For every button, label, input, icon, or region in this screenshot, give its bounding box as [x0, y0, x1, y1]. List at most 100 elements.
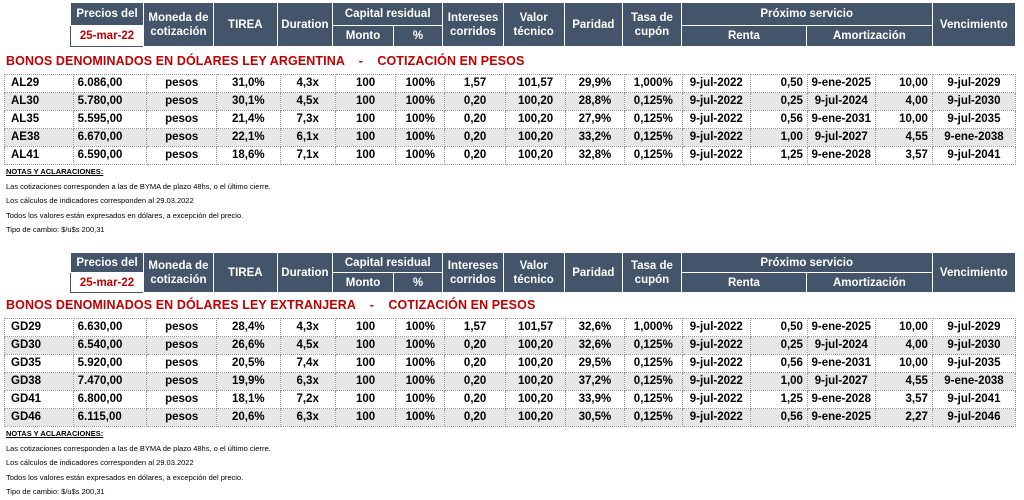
cell-amort-monto: 10,00	[875, 354, 933, 373]
cell-paridad: 29,5%	[565, 354, 625, 373]
cell-vencimiento: 9-jul-2035	[932, 354, 1017, 373]
cell-pct: 100%	[395, 110, 446, 129]
cell-tirea: 18,6%	[216, 146, 281, 165]
cell-renta-fecha: 9-jul-2022	[682, 110, 751, 129]
cell-renta-fecha: 9-jul-2022	[682, 128, 751, 147]
cell-paridad: 32,8%	[565, 146, 625, 165]
cell-precio: 5.595,00	[73, 110, 148, 129]
cell-amort-monto: 4,00	[875, 92, 933, 111]
cell-tirea: 20,6%	[216, 408, 281, 427]
cell-monto: 100	[335, 110, 397, 129]
cell-moneda: pesos	[146, 92, 218, 111]
cell-duration: 6,3x	[280, 408, 336, 427]
cell-duration: 7,3x	[280, 110, 336, 129]
cell-monto: 100	[335, 354, 397, 373]
cell-ticker: GD30	[4, 336, 74, 355]
cell-monto: 100	[335, 336, 397, 355]
cell-pct: 100%	[395, 92, 446, 111]
header-amortizacion: Amortización	[806, 272, 933, 293]
cell-amort-monto: 4,55	[875, 128, 933, 147]
header-monto: Monto	[332, 272, 394, 293]
cell-vencimiento: 9-jul-2046	[932, 408, 1017, 427]
header-vencimiento: Vencimiento	[931, 252, 1017, 293]
cell-monto: 100	[335, 372, 397, 391]
table-row: GD41 6.800,00 pesos 18,1% 7,2x 100 100% 0,20 100…	[4, 390, 1017, 409]
cell-vencimiento: 9-jul-2041	[932, 146, 1017, 165]
cell-intereses: 0,20	[444, 408, 506, 427]
cell-duration: 6,1x	[280, 128, 336, 147]
cell-moneda: pesos	[146, 146, 218, 165]
header-moneda: Moneda de cotización	[143, 2, 214, 47]
cell-intereses: 1,57	[444, 74, 506, 93]
cell-duration: 7,2x	[280, 390, 336, 409]
cell-monto: 100	[335, 146, 397, 165]
header-proximo-servicio: Próximo servicio	[680, 252, 933, 273]
cell-precio: 6.670,00	[73, 128, 148, 147]
cell-valor-tecnico: 100,20	[505, 128, 567, 147]
header-intereses: Intereses corridos	[442, 252, 504, 293]
cell-valor-tecnico: 100,20	[505, 372, 567, 391]
table-row: GD35 5.920,00 pesos 20,5% 7,4x 100 100% 0,20 100…	[4, 354, 1017, 373]
cell-tasa-cupon: 0,125%	[624, 128, 684, 147]
cell-tirea: 19,9%	[216, 372, 281, 391]
header-renta: Renta	[680, 25, 808, 47]
cell-pct: 100%	[395, 128, 446, 147]
bonds-table-body: GD29 6.630,00 pesos 28,4% 4,3x 100 100% 1,57 101…	[4, 318, 1017, 427]
cell-amort-monto: 4,55	[875, 372, 933, 391]
cell-vencimiento: 9-jul-2029	[932, 74, 1017, 93]
header-tirea: TIREA	[212, 252, 278, 293]
header-paridad: Paridad	[563, 2, 624, 47]
cell-vencimiento: 9-ene-2038	[932, 128, 1017, 147]
cell-amort-fecha: 9-ene-2031	[807, 110, 876, 129]
cell-renta-monto: 0,56	[750, 354, 808, 373]
cell-paridad: 28,8%	[565, 92, 625, 111]
cell-amort-monto: 3,57	[875, 146, 933, 165]
cell-intereses: 0,20	[444, 128, 506, 147]
cell-vencimiento: 9-jul-2030	[932, 92, 1017, 111]
cell-paridad: 33,2%	[565, 128, 625, 147]
cell-vencimiento: 9-ene-2038	[932, 372, 1017, 391]
cell-paridad: 30,5%	[565, 408, 625, 427]
cell-paridad: 27,9%	[565, 110, 625, 129]
cell-renta-monto: 0,50	[750, 318, 808, 337]
cell-amort-fecha: 9-jul-2027	[807, 372, 876, 391]
cell-moneda: pesos	[146, 372, 218, 391]
header-duration: Duration	[276, 252, 334, 293]
cell-monto: 100	[335, 92, 397, 111]
cell-ticker: AL35	[4, 110, 74, 129]
cell-renta-monto: 1,25	[750, 146, 808, 165]
cell-amort-monto: 2,27	[875, 408, 933, 427]
cell-paridad: 32,6%	[565, 336, 625, 355]
cell-duration: 4,3x	[280, 318, 336, 337]
cell-renta-fecha: 9-jul-2022	[682, 390, 751, 409]
cell-renta-monto: 0,56	[750, 110, 808, 129]
cell-amort-fecha: 9-ene-2028	[807, 390, 876, 409]
header-valor-tecnico: Valor técnico	[502, 252, 565, 293]
bond-block-ley-extranjera: Precios del Moneda de cotización TIREA D…	[0, 252, 1024, 496]
table-row: GD38 7.470,00 pesos 19,9% 6,3x 100 100% 0,20 100…	[4, 372, 1017, 391]
cell-renta-monto: 0,50	[750, 74, 808, 93]
header-tasa-cupon: Tasa de cupón	[622, 2, 682, 47]
cell-tirea: 28,4%	[216, 318, 281, 337]
cell-moneda: pesos	[146, 408, 218, 427]
cell-precio: 5.780,00	[73, 92, 148, 111]
cell-ticker: GD38	[4, 372, 74, 391]
bonds-table: AL29 6.086,00 pesos 31,0% 4,3x 100 100% 1,57 101…	[4, 74, 1017, 165]
cell-renta-fecha: 9-jul-2022	[682, 92, 751, 111]
cell-precio: 7.470,00	[73, 372, 148, 391]
cell-tirea: 18,1%	[216, 390, 281, 409]
cell-duration: 4,3x	[280, 74, 336, 93]
cell-ticker: AL30	[4, 92, 74, 111]
cell-pct: 100%	[395, 146, 446, 165]
cell-valor-tecnico: 100,20	[505, 408, 567, 427]
cell-tirea: 21,4%	[216, 110, 281, 129]
header-renta: Renta	[680, 272, 808, 293]
cell-monto: 100	[335, 408, 397, 427]
cell-tirea: 20,5%	[216, 354, 281, 373]
bonds-table-body: AL29 6.086,00 pesos 31,0% 4,3x 100 100% 1,57 101…	[4, 74, 1017, 165]
cell-precio: 6.630,00	[73, 318, 148, 337]
cell-amort-monto: 10,00	[875, 110, 933, 129]
cell-tirea: 22,1%	[216, 128, 281, 147]
cell-tasa-cupon: 0,125%	[624, 146, 684, 165]
bond-block-ley-argentina: Precios del Moneda de cotización TIREA D…	[0, 2, 1024, 242]
